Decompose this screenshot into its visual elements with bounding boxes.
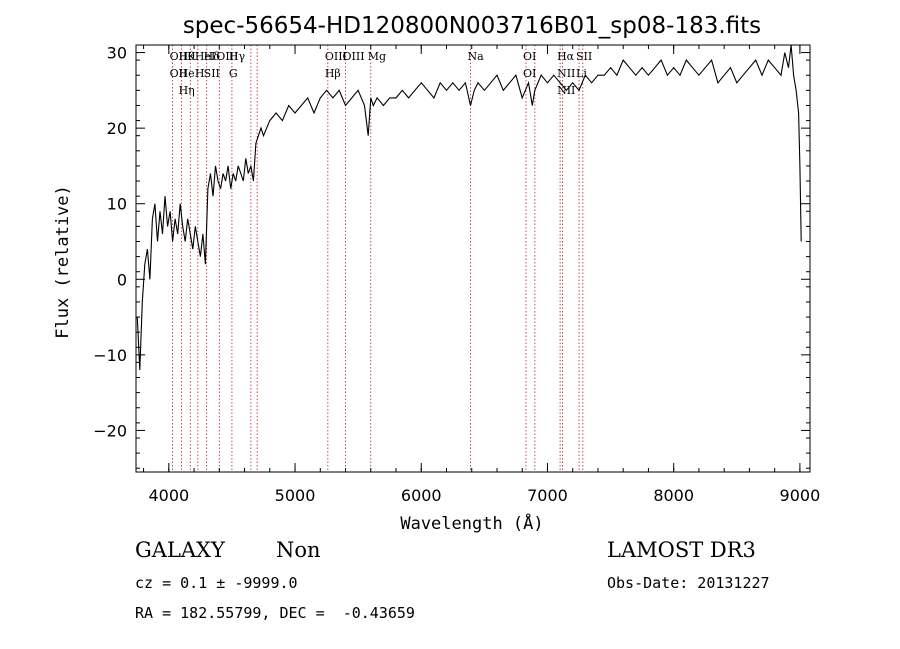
emission-line-label: NII (557, 67, 575, 80)
spectrum-series-line (136, 44, 802, 371)
chart-title: spec-56654-HD120800N003716B01_sp08-183.f… (183, 13, 761, 39)
y-tick-label: −10 (93, 346, 127, 365)
emission-line-label: OII (170, 67, 188, 80)
plot-frame (135, 44, 811, 473)
y-axis-label: Flux (relative) (53, 185, 73, 339)
emission-line-label: HeI (195, 50, 215, 63)
x-tick-label: 7000 (527, 486, 568, 505)
ra-dec-line: RA = 182.55799, DEC = -0.43659 (135, 604, 415, 622)
emission-line-label: OIII (325, 50, 347, 63)
emission-line-markers (172, 45, 584, 472)
y-tick-label: −20 (93, 421, 127, 440)
emission-line-label: Na (467, 50, 484, 63)
emission-line-label: Li (576, 67, 587, 80)
emission-line-label: Hβ (325, 67, 341, 80)
y-tick-label: 10 (107, 195, 127, 214)
emission-line-label: OI (523, 67, 536, 80)
y-axis-ticks: −20 −10 0 10 20 30 (93, 44, 810, 469)
emission-line-label: H (195, 67, 205, 80)
y-tick-label: 30 (107, 44, 127, 63)
emission-line-label: Hδ (204, 50, 221, 63)
x-tick-label: 4000 (148, 486, 189, 505)
y-tick-label: 0 (117, 270, 127, 289)
emission-line-label: OIII (343, 50, 365, 63)
x-tick-label: 5000 (275, 486, 316, 505)
x-axis-label: Wavelength (Å) (400, 512, 543, 534)
emission-line-label: OI (523, 50, 536, 63)
x-axis-ticks: 4000 5000 6000 7000 8000 9000 (143, 45, 821, 505)
emission-line-label: Hθ (179, 50, 196, 63)
x-tick-label: 6000 (401, 486, 442, 505)
redshift-line: cz = 0.1 ± -9999.0 (135, 574, 298, 592)
object-class: GALAXY (135, 538, 225, 562)
emission-line-label: OII (170, 50, 188, 63)
emission-line-label: G (229, 67, 238, 80)
emission-line-label: Hη (179, 84, 195, 97)
emission-line-label: Hγ (229, 50, 246, 63)
emission-line-label: SII (576, 50, 592, 63)
survey-name: LAMOST DR3 (607, 538, 756, 562)
emission-line-label: K (187, 50, 196, 63)
x-tick-label: 8000 (653, 486, 694, 505)
y-tick-label: 20 (107, 119, 127, 138)
emission-line-label: Hα (557, 50, 575, 63)
object-subclass: Non (276, 538, 321, 562)
emission-line-label: Mg (368, 50, 386, 63)
x-tick-label: 9000 (780, 486, 821, 505)
obs-date: Obs-Date: 20131227 (607, 574, 770, 592)
emission-line-label: SII (204, 67, 220, 80)
emission-line-label: OIII (216, 50, 238, 63)
emission-line-label: He (179, 67, 195, 80)
